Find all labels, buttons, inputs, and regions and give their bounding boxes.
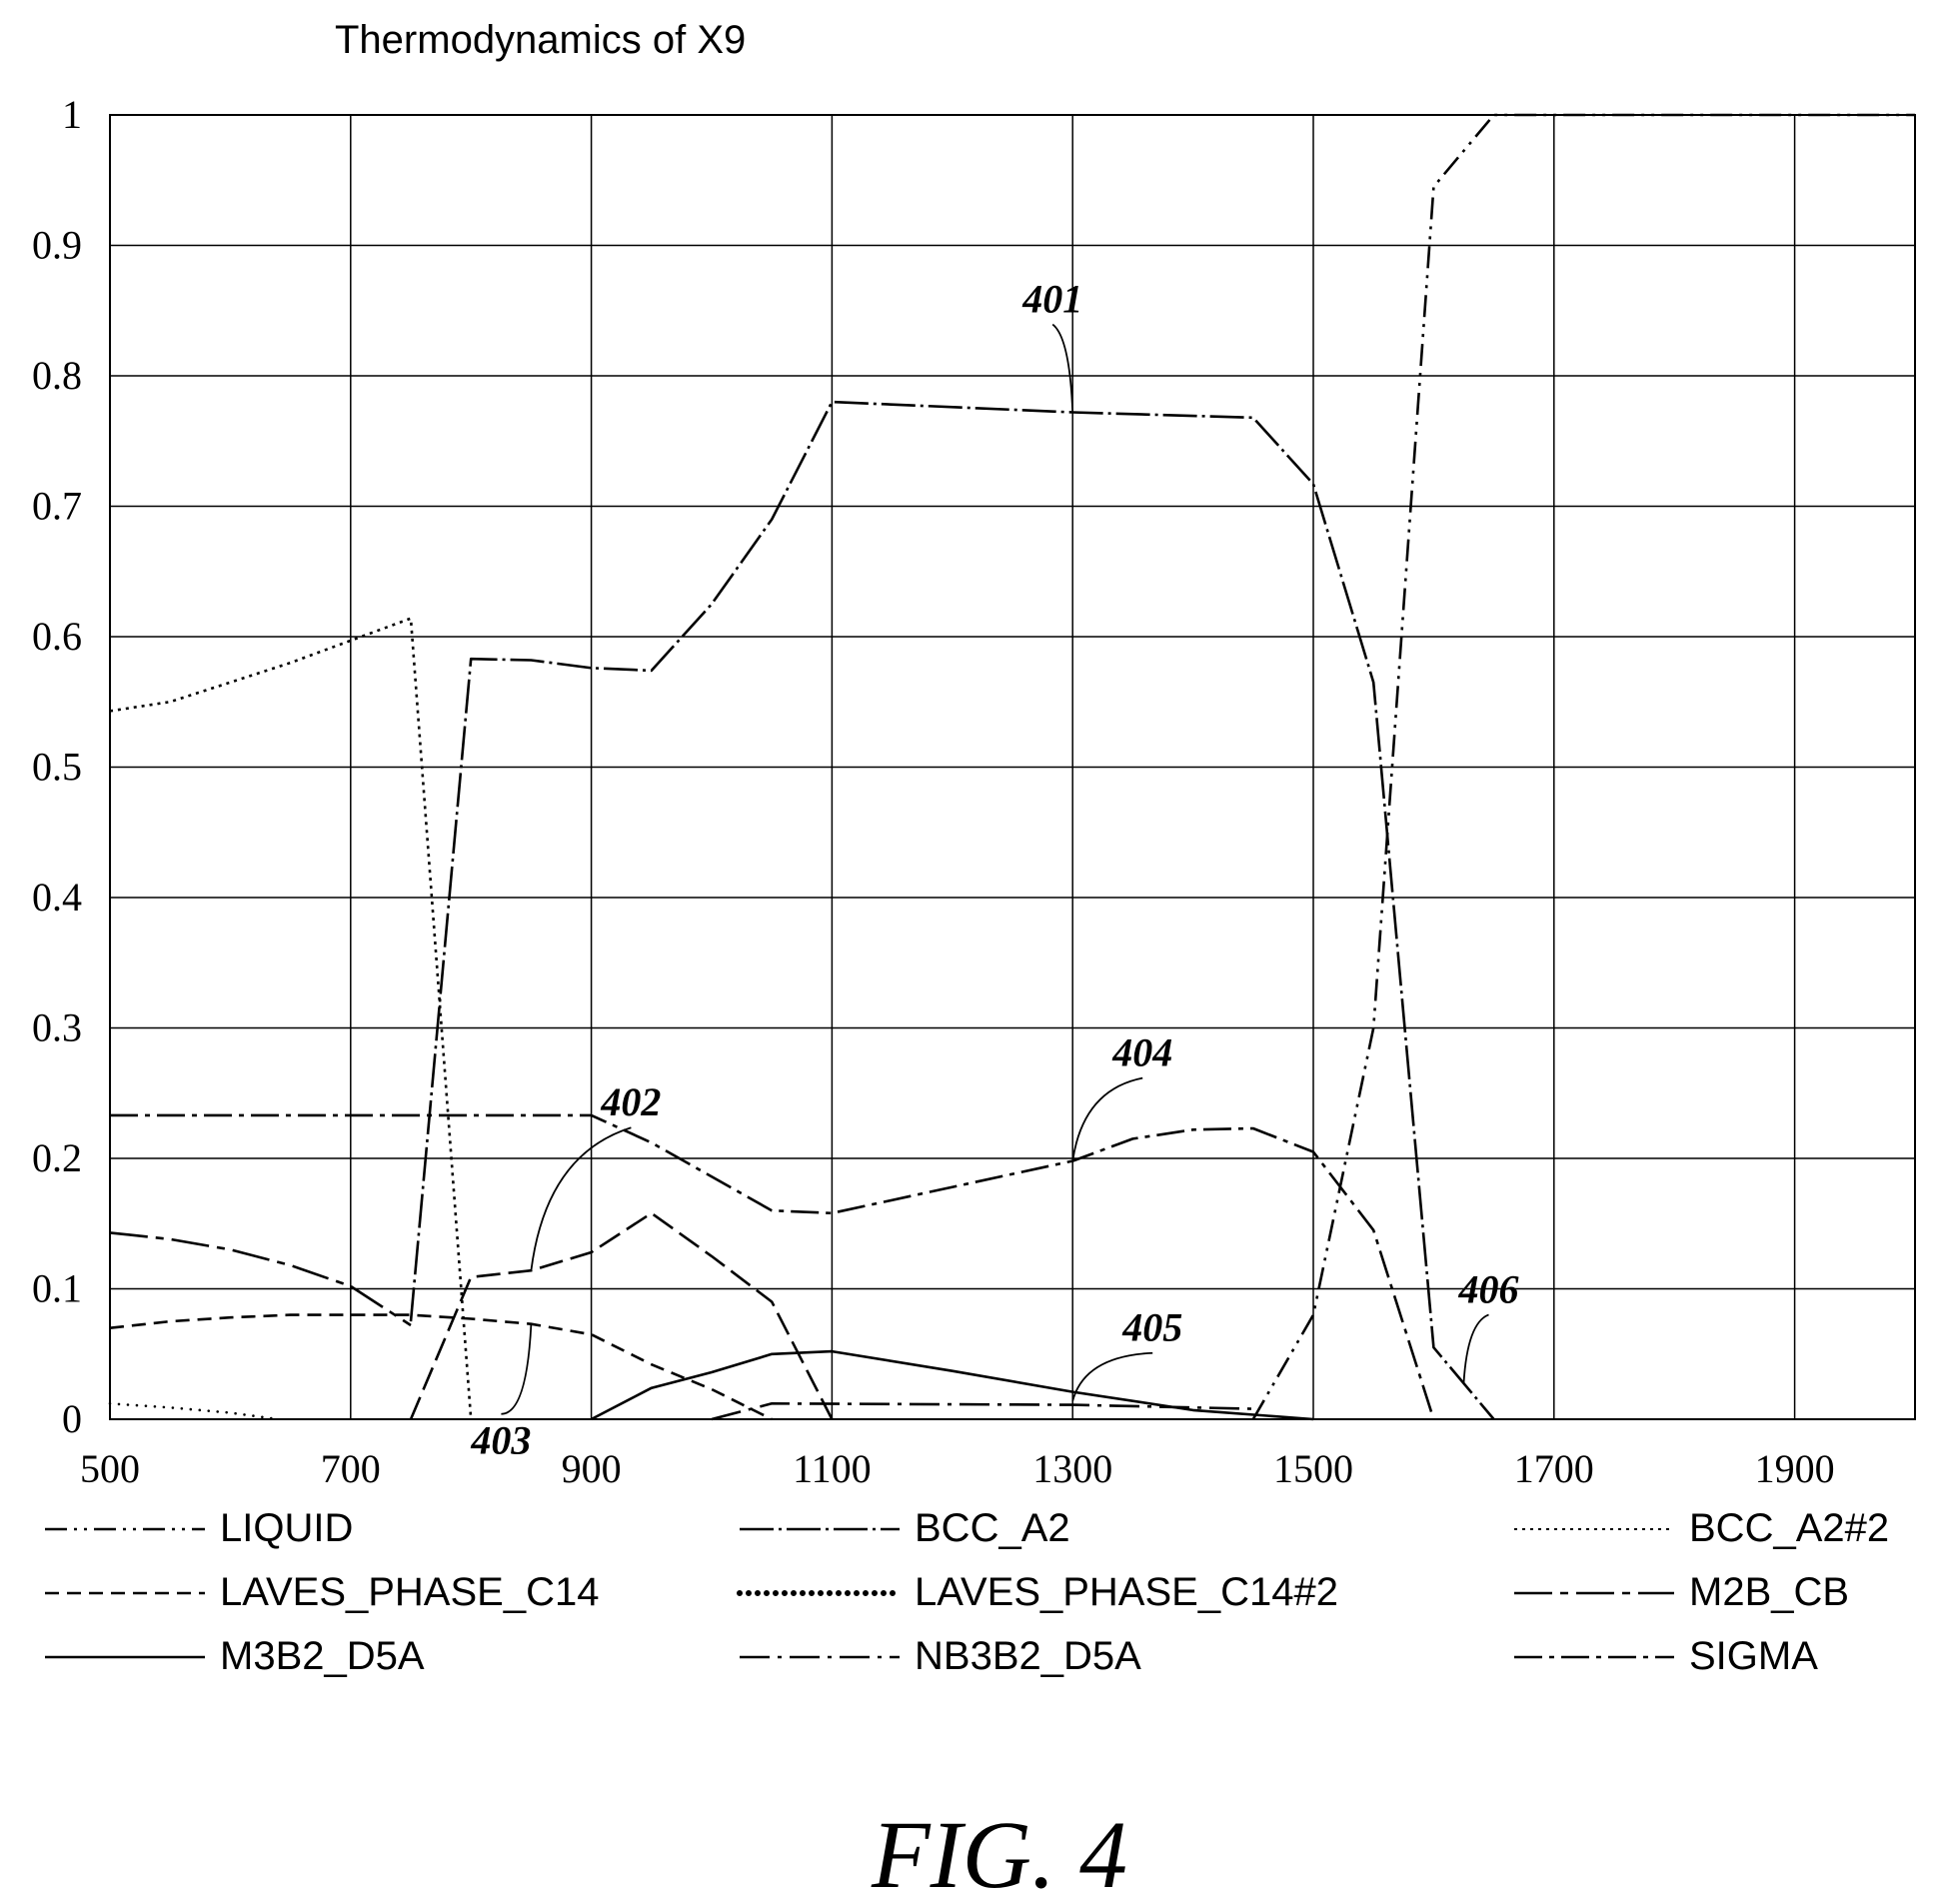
legend-label-bcc-a2-2: BCC_A2#2: [1689, 1506, 1889, 1550]
series-line-sigma: [110, 1113, 1435, 1420]
x-tick-label: 1500: [1273, 1446, 1353, 1491]
series-lines: [108, 113, 1915, 1421]
x-tick-labels: 500 700 900 1100 1300 1500 1700 1900: [80, 1446, 1835, 1491]
legend-label-laves-phase-c14: LAVES_PHASE_C14: [220, 1570, 599, 1614]
annotation-label: 405: [1121, 1305, 1182, 1350]
annotation-label: 401: [1021, 277, 1082, 322]
y-tick-label: 0.5: [32, 745, 82, 790]
legend-label-liquid: LIQUID: [220, 1506, 353, 1550]
y-tick-label: 0.9: [32, 223, 82, 268]
annotation-leader: [530, 1126, 632, 1271]
annotation-leader: [1071, 1076, 1143, 1161]
x-tick-label: 1100: [793, 1446, 872, 1491]
x-tick-label: 500: [80, 1446, 140, 1491]
plot-grid: [109, 114, 1916, 1420]
x-tick-label: 700: [321, 1446, 381, 1491]
y-tick-label: 1: [62, 92, 82, 137]
x-tick-label: 1900: [1755, 1446, 1835, 1491]
series-line-laves-phase-c14: [109, 1313, 773, 1421]
series-line-nb3b2-d5a: [711, 1402, 1253, 1421]
y-tick-label: 0.6: [32, 614, 82, 659]
legend: LIQUID BCC_A2 BCC_A2#2 LAVES_PHASE_C14 LAVES…: [45, 1506, 1889, 1678]
series-line-bcc-a2: [409, 400, 1495, 1420]
y-tick-label: 0.8: [32, 353, 82, 398]
series-line-bcc-a2-2: [109, 617, 473, 1420]
series-line-m3b2-d5a: [591, 1349, 1314, 1421]
reference-annotations: 401 402 403 404 405 406: [470, 277, 1518, 1463]
series-line-liquid: [1251, 113, 1915, 1420]
series-line-m2b-cb: [109, 1231, 412, 1327]
legend-label-bcc-a2: BCC_A2: [915, 1506, 1070, 1550]
annotation-label: 404: [1111, 1030, 1172, 1075]
y-tick-label: 0.3: [32, 1005, 82, 1050]
y-tick-label: 0: [62, 1396, 82, 1441]
annotation-leader: [501, 1323, 533, 1415]
annotation-leader: [1071, 1351, 1153, 1401]
y-tick-label: 0.7: [32, 484, 82, 529]
y-tick-label: 0.1: [32, 1266, 82, 1311]
annotation-label: 402: [600, 1079, 661, 1124]
x-tick-label: 1300: [1032, 1446, 1112, 1491]
legend-label-sigma: SIGMA: [1689, 1634, 1818, 1678]
annotation-leader: [1462, 1313, 1489, 1383]
annotation-label: 406: [1458, 1266, 1519, 1311]
figure-label: FIG. 4: [871, 1801, 1127, 1904]
legend-label-m2b-cb: M2B_CB: [1689, 1570, 1849, 1614]
annotation-label: 403: [470, 1418, 531, 1463]
x-tick-label: 900: [562, 1446, 622, 1491]
y-tick-labels: 0 0.1 0.2 0.3 0.4 0.5 0.6 0.7 0.8 0.9 1: [32, 92, 82, 1441]
series-line-unlabeled: [409, 1211, 834, 1420]
y-tick-label: 0.2: [32, 1135, 82, 1180]
legend-label-m3b2-d5a: M3B2_D5A: [220, 1634, 425, 1678]
y-tick-label: 0.4: [32, 875, 82, 920]
annotation-leader: [1051, 323, 1074, 413]
chart-title: Thermodynamics of X9: [335, 18, 746, 62]
series-line-laves-phase-c14-2: [108, 1402, 280, 1421]
legend-label-laves-phase-c14-2: LAVES_PHASE_C14#2: [915, 1570, 1338, 1614]
legend-label-nb3b2-d5a: NB3B2_D5A: [915, 1634, 1141, 1678]
x-tick-label: 1700: [1514, 1446, 1594, 1491]
